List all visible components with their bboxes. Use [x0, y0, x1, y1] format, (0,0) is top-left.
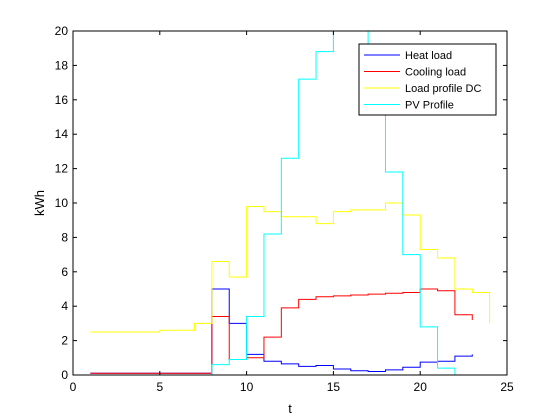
- legend: Heat load Cooling load Load profile DC PV P…: [358, 43, 497, 116]
- series-line-3: [90, 31, 473, 375]
- y-tick-label: 10: [55, 196, 69, 210]
- series-layer: [90, 31, 491, 375]
- legend-label-3: PV Profile: [405, 100, 454, 112]
- x-axis-title: t: [288, 401, 292, 416]
- x-tick-label: 0: [70, 380, 77, 394]
- y-tick-label: 4: [61, 299, 68, 313]
- y-tick-label: 8: [61, 230, 68, 244]
- y-tick-label: 6: [61, 265, 68, 279]
- x-tick-label: 15: [327, 380, 341, 394]
- x-tick-label: 25: [500, 380, 514, 394]
- y-tick-label: 20: [55, 24, 69, 38]
- y-tick-label: 14: [55, 127, 69, 141]
- x-tick-label: 10: [240, 380, 254, 394]
- legend-label-1: Cooling load: [405, 67, 466, 79]
- x-tick-label: 20: [414, 380, 428, 394]
- y-axis-title: kWh: [32, 190, 47, 216]
- legend-box: [358, 43, 497, 116]
- legend-label-2: Load profile DC: [405, 83, 481, 95]
- y-tick-label: 12: [55, 162, 69, 176]
- series-line-2: [90, 202, 491, 333]
- y-tick-label: 2: [61, 334, 68, 348]
- y-tick-label: 0: [61, 368, 68, 382]
- y-tick-label: 16: [55, 93, 69, 107]
- legend-label-0: Heat load: [405, 50, 452, 62]
- y-tick-label: 18: [55, 58, 69, 72]
- x-tick-label: 5: [156, 380, 163, 394]
- ticks-layer: 0 5 10 15 20 25 0 2 4 6 8 10 12 14 16 18 20: [55, 24, 514, 394]
